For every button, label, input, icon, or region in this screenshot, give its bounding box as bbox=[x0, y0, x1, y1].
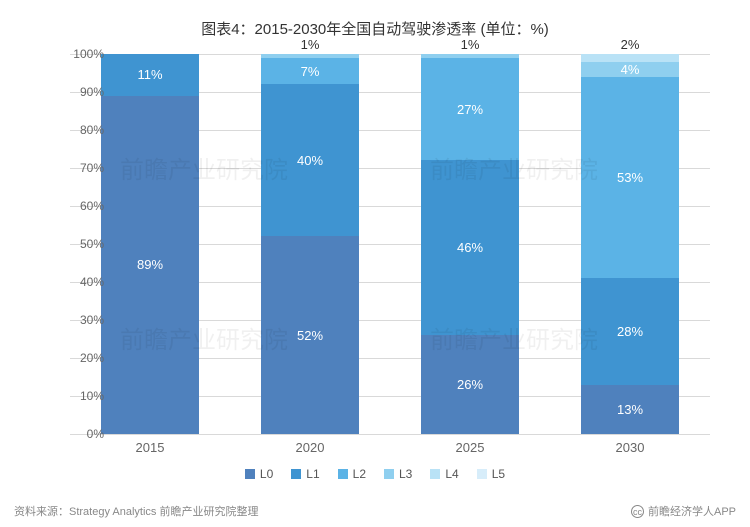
legend-label: L5 bbox=[492, 467, 505, 481]
segment-L1: 40% bbox=[261, 84, 359, 236]
segment-label: 1% bbox=[461, 37, 480, 52]
y-tick-label: 0% bbox=[54, 427, 104, 441]
segment-label: 2% bbox=[621, 37, 640, 52]
legend-label: L2 bbox=[353, 467, 366, 481]
segment-label: 52% bbox=[297, 328, 323, 343]
y-tick-label: 70% bbox=[54, 161, 104, 175]
bar-2020: 52% 40% 7% 1% bbox=[261, 54, 359, 434]
segment-L2: 7% bbox=[261, 58, 359, 85]
legend-swatch bbox=[477, 469, 487, 479]
segment-label: 1% bbox=[301, 37, 320, 52]
bar-2030: 13% 28% 53% 4%2% bbox=[581, 54, 679, 434]
y-tick-label: 40% bbox=[54, 275, 104, 289]
cc-icon: cc bbox=[631, 505, 644, 518]
legend-swatch bbox=[430, 469, 440, 479]
x-tick-label: 2015 bbox=[101, 440, 199, 455]
y-tick-label: 50% bbox=[54, 237, 104, 251]
segment-L0: 26% bbox=[421, 335, 519, 434]
segment-label: 11% bbox=[137, 67, 162, 82]
legend-item-L0: L0 bbox=[245, 467, 273, 481]
legend-item-L4: L4 bbox=[430, 467, 458, 481]
x-tick-label: 2025 bbox=[421, 440, 519, 455]
bar-2025: 26% 46% 27% 1% bbox=[421, 54, 519, 434]
bar-2015: 89% 11% bbox=[101, 54, 199, 434]
y-tick-label: 60% bbox=[54, 199, 104, 213]
segment-L2: 27% bbox=[421, 58, 519, 161]
segment-label: 40% bbox=[297, 153, 323, 168]
segment-label: 53% bbox=[617, 170, 643, 185]
segment-L3: 1% bbox=[421, 54, 519, 58]
segment-L0: 52% bbox=[261, 236, 359, 434]
legend-swatch bbox=[245, 469, 255, 479]
segment-L2: 53% bbox=[581, 77, 679, 278]
attribution-text: 前瞻经济学人APP bbox=[648, 506, 736, 518]
legend-item-L3: L3 bbox=[384, 467, 412, 481]
segment-L1: 46% bbox=[421, 160, 519, 335]
x-tick-label: 2030 bbox=[581, 440, 679, 455]
legend: L0 L1 L2 L3 L4 L5 bbox=[0, 466, 750, 484]
footer: 资料来源：Strategy Analytics 前瞻产业研究院整理 cc 前瞻经济… bbox=[14, 503, 736, 519]
segment-L3: 4% bbox=[581, 62, 679, 77]
x-axis-labels: 2015 2020 2025 2030 bbox=[70, 440, 710, 455]
source-text: 资料来源：Strategy Analytics 前瞻产业研究院整理 bbox=[14, 503, 259, 519]
y-tick-label: 30% bbox=[54, 313, 104, 327]
chart-title: 图表4：2015-2030年全国自动驾驶渗透率 (单位：%) bbox=[0, 0, 750, 39]
legend-swatch bbox=[384, 469, 394, 479]
y-tick-label: 100% bbox=[54, 47, 104, 61]
gridline bbox=[70, 434, 710, 435]
segment-L3: 1% bbox=[261, 54, 359, 58]
y-tick-label: 90% bbox=[54, 85, 104, 99]
segment-L1: 11% bbox=[101, 54, 199, 96]
x-tick-label: 2020 bbox=[261, 440, 359, 455]
plot-area: 89% 11% 52% 40% 7% 1% 26% 46% 27% 1% 13% 28% 53% 4%2% bbox=[70, 54, 710, 434]
y-tick-label: 20% bbox=[54, 351, 104, 365]
legend-label: L1 bbox=[306, 467, 319, 481]
segment-label: 27% bbox=[457, 102, 483, 117]
segment-label: 46% bbox=[457, 240, 483, 255]
segment-label: 89% bbox=[137, 257, 163, 272]
segment-label: 28% bbox=[617, 324, 643, 339]
y-tick-label: 10% bbox=[54, 389, 104, 403]
legend-swatch bbox=[291, 469, 301, 479]
attribution: cc 前瞻经济学人APP bbox=[631, 503, 736, 519]
legend-item-L5: L5 bbox=[477, 467, 505, 481]
bars-container: 89% 11% 52% 40% 7% 1% 26% 46% 27% 1% 13% 28% 53% 4%2% bbox=[70, 54, 710, 434]
segment-label: 7% bbox=[301, 64, 320, 79]
y-tick-label: 80% bbox=[54, 123, 104, 137]
segment-L1: 28% bbox=[581, 278, 679, 384]
segment-label: 26% bbox=[457, 377, 483, 392]
segment-L0: 89% bbox=[101, 96, 199, 434]
segment-L0: 13% bbox=[581, 385, 679, 434]
legend-label: L0 bbox=[260, 467, 273, 481]
legend-label: L4 bbox=[445, 467, 458, 481]
legend-item-L2: L2 bbox=[338, 467, 366, 481]
legend-item-L1: L1 bbox=[291, 467, 319, 481]
legend-label: L3 bbox=[399, 467, 412, 481]
segment-label: 4% bbox=[621, 62, 640, 77]
segment-L4: 2% bbox=[581, 54, 679, 62]
legend-swatch bbox=[338, 469, 348, 479]
segment-label: 13% bbox=[617, 402, 643, 417]
